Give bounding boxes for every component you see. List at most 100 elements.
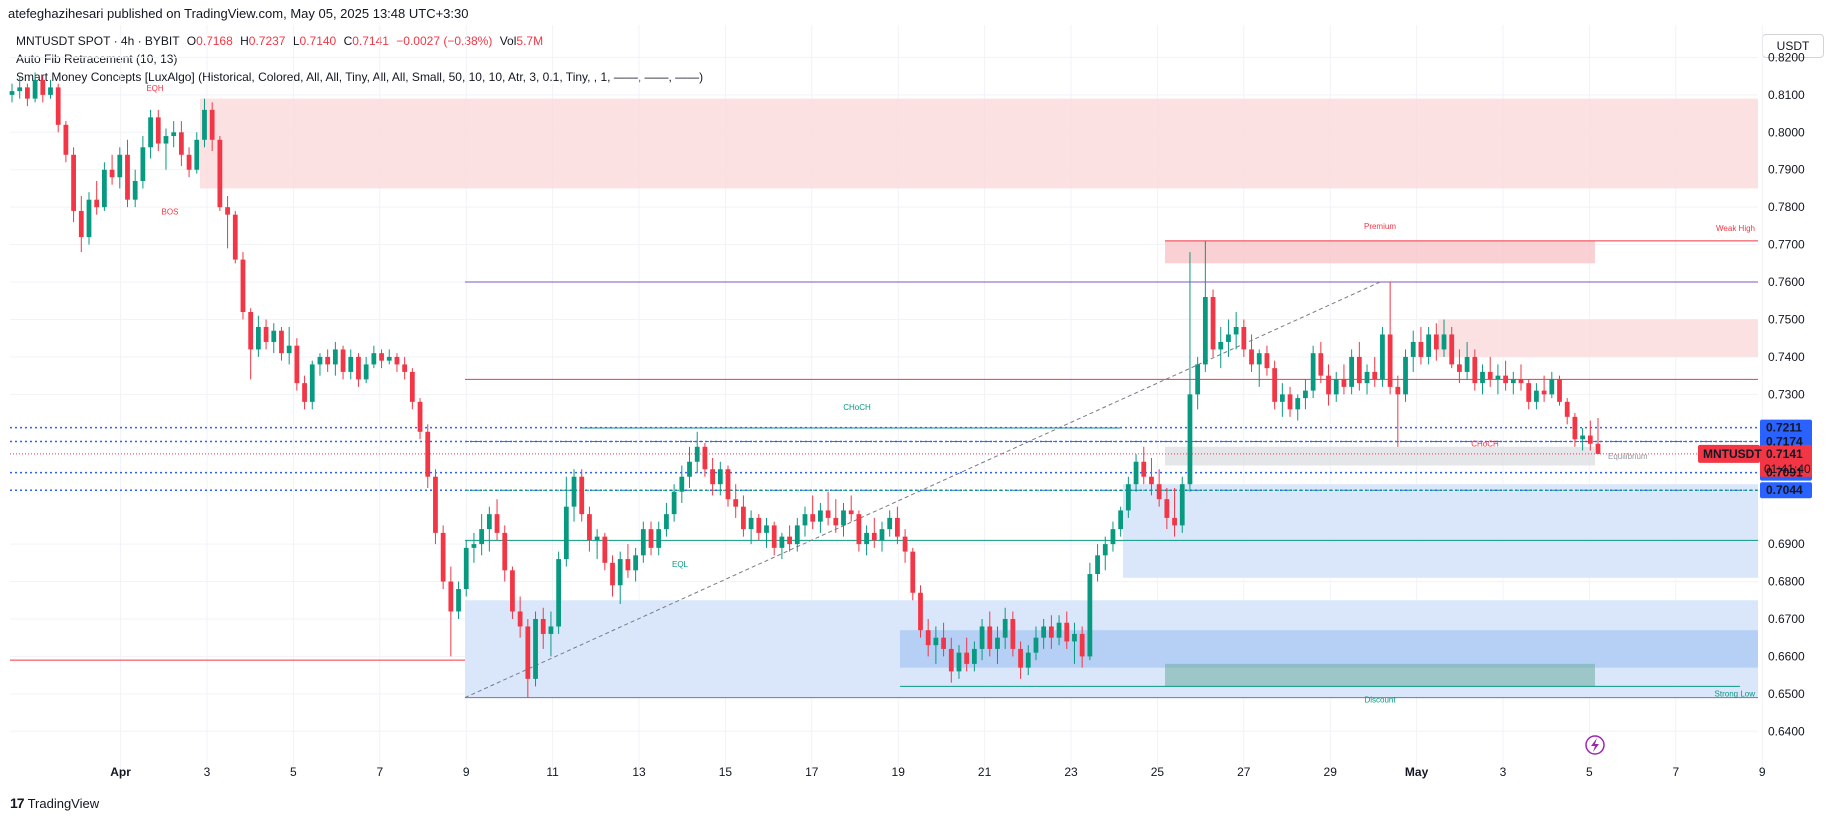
zones (200, 98, 1758, 698)
candle-body (1372, 371, 1378, 380)
candle-body (1064, 622, 1070, 642)
annotation-label: Equilibrium (1608, 452, 1648, 461)
candle-body (533, 618, 538, 679)
candle-body (1518, 379, 1524, 384)
x-tick-label: 23 (1064, 765, 1078, 779)
candle-body (186, 154, 192, 170)
open-label: O (186, 34, 197, 48)
candle-body (1487, 371, 1493, 380)
candle-body (687, 461, 692, 477)
candle-body (163, 136, 169, 144)
y-tick-label: 0.7300 (1768, 387, 1805, 401)
candle-body (17, 87, 23, 92)
candle-body (1095, 555, 1100, 575)
candle-body (1172, 517, 1177, 526)
candle-body (895, 517, 900, 537)
candle-body (171, 132, 177, 137)
candle-body (1295, 398, 1301, 410)
candle-body (1202, 297, 1208, 365)
symbol-label[interactable]: MNTUSDT SPOT · 4h · BYBIT (16, 34, 180, 48)
currency-button[interactable]: USDT (1762, 34, 1824, 58)
candle-body (240, 259, 246, 312)
x-tick-label: 27 (1237, 765, 1251, 779)
x-tick-label: 25 (1151, 765, 1165, 779)
lightning-icon (1585, 735, 1605, 755)
candle-body (209, 109, 215, 140)
candle-body (363, 364, 369, 380)
candle-body (787, 536, 792, 545)
candle-body (925, 630, 931, 646)
x-tick-label: May (1405, 765, 1429, 779)
candle-body (1395, 386, 1401, 395)
candle-body (417, 401, 423, 432)
symbol-tag-label: MNTUSDT (1703, 447, 1762, 461)
candle-body (1179, 484, 1185, 526)
candle-body (232, 214, 238, 260)
x-tick-label: 21 (978, 765, 992, 779)
candle-body (1534, 390, 1539, 402)
candle-body (302, 383, 307, 402)
candle-body (756, 517, 762, 533)
candle-body (1272, 368, 1278, 402)
candle-body (86, 199, 92, 238)
y-tick-label: 0.6600 (1768, 649, 1805, 663)
indicator-smc[interactable]: Smart Money Concepts [LuxAlgo] (Historic… (16, 70, 704, 84)
candle-body (1210, 297, 1216, 350)
volume-value: 5.7M (516, 34, 544, 48)
annotation-label: CHoCH (1471, 439, 1499, 448)
symbol-tag (1698, 444, 1760, 463)
candle-body (132, 180, 138, 200)
candle-body (1149, 476, 1154, 485)
y-tick-label: 0.7700 (1768, 238, 1805, 252)
candle-body (1079, 633, 1085, 657)
candle-body (48, 87, 53, 95)
last-price-label: 0.7141 (1766, 447, 1803, 461)
x-tick-label: 5 (1586, 765, 1593, 779)
candle-body (1349, 356, 1355, 387)
candle-body (40, 79, 46, 95)
premium-zone (1165, 240, 1595, 264)
candle-body (764, 525, 769, 533)
candle-body (433, 476, 438, 533)
candle-body (102, 169, 107, 208)
candle-body (563, 506, 569, 560)
candle-body (1410, 341, 1416, 357)
candle-body (741, 506, 746, 530)
candle-body (194, 139, 200, 170)
candle-body (1418, 341, 1424, 357)
x-tick-label: 5 (290, 765, 297, 779)
candle-body (964, 652, 970, 664)
tradingview-footer[interactable]: 17 TradingView (10, 795, 99, 811)
candle-body (1141, 461, 1147, 477)
candle-body (1218, 341, 1224, 350)
candle-body (602, 536, 608, 563)
candle-body (1133, 461, 1139, 485)
candle-body (325, 356, 331, 365)
candle-body (1056, 622, 1062, 638)
y-tick-label: 0.8100 (1768, 88, 1805, 102)
indicator-fib[interactable]: Auto Fib Retracement (10, 13) (16, 52, 178, 66)
candle-body (887, 517, 893, 530)
candle-body (556, 559, 562, 627)
candle-body (348, 356, 354, 372)
candle-body (633, 555, 639, 571)
countdown-label: 01:41:40 (1764, 462, 1811, 476)
candle-body (933, 637, 939, 646)
x-tick-label: 11 (546, 765, 559, 779)
open-value: 0.7168 (196, 34, 233, 48)
candle-body (1318, 353, 1324, 376)
candle-body (640, 529, 646, 556)
candle-body (1233, 326, 1239, 335)
price-chart[interactable]: Premium Equilibrium Discount CHoCH Weak High… (0, 0, 1835, 790)
candle-body (286, 345, 292, 354)
candle-body (1125, 484, 1131, 511)
candle-body (340, 349, 346, 372)
candle-body (702, 446, 708, 470)
candle-body (1264, 353, 1270, 369)
candle-body (1380, 334, 1385, 380)
candle-body (448, 581, 454, 612)
candle-body (1403, 356, 1408, 395)
lightning-icon-glyph (1591, 738, 1599, 752)
x-tick-label: 9 (463, 765, 470, 779)
candle-body (656, 529, 662, 548)
